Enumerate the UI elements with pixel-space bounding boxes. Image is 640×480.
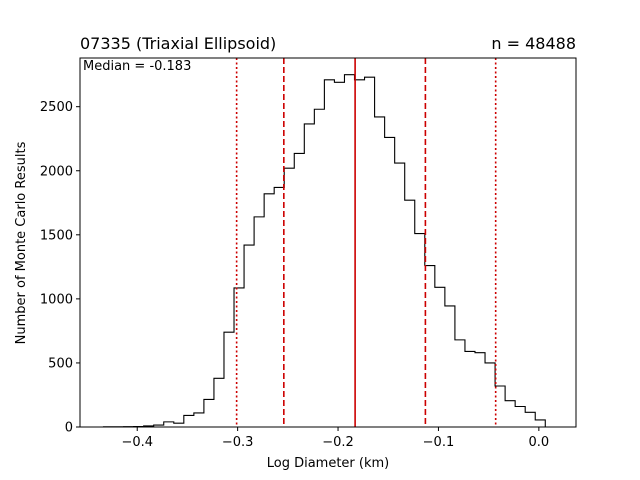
- histogram-bar: [505, 401, 515, 427]
- histogram-bar: [415, 234, 425, 427]
- histogram-bar: [425, 266, 435, 427]
- y-tick-label: 2000: [40, 164, 73, 179]
- histogram-bar: [174, 423, 184, 427]
- x-tick-label: −0.2: [322, 435, 354, 450]
- histogram-bar: [204, 399, 214, 427]
- sample-count: n = 48488: [491, 34, 576, 53]
- plot-area: [79, 57, 577, 428]
- median-annotation: Median = -0.183: [83, 59, 191, 74]
- histogram-bar: [405, 200, 415, 427]
- histogram-bar: [365, 77, 375, 427]
- histogram-bar: [224, 332, 234, 427]
- x-tick-label: −0.3: [222, 435, 254, 450]
- y-tick-label: 500: [48, 356, 73, 371]
- histogram-bar: [164, 422, 174, 427]
- axis-ticks: −0.4 −0.3 −0.2 −0.1 0.0 0 500 1000 1500 2000 2500: [40, 100, 549, 450]
- histogram-bar: [314, 109, 324, 427]
- x-axis-label: Log Diameter (km): [267, 456, 390, 471]
- histogram-bar: [304, 124, 314, 427]
- x-tick-label: 0.0: [529, 435, 550, 450]
- histogram-bar: [515, 407, 525, 428]
- histogram-bar: [284, 168, 294, 427]
- y-axis-label: Number of Monte Carlo Results: [14, 141, 29, 344]
- histogram-bar: [445, 306, 455, 427]
- histogram-bar: [274, 187, 284, 427]
- histogram-bar: [525, 412, 535, 427]
- axes-frame: [79, 57, 577, 428]
- histogram-bar: [264, 194, 274, 427]
- y-tick-label: 0: [65, 421, 73, 436]
- histogram-bar: [385, 137, 395, 427]
- histogram-bar: [535, 420, 545, 427]
- histogram-bar: [395, 163, 405, 427]
- histogram-bar: [194, 413, 204, 427]
- histogram-bar: [455, 340, 465, 427]
- histogram-bar: [184, 415, 194, 427]
- histogram-bar: [344, 75, 354, 427]
- histogram-bar: [485, 363, 495, 427]
- histogram-bar: [324, 80, 334, 427]
- histogram-bar: [495, 386, 505, 427]
- histogram-bar: [334, 82, 344, 427]
- y-tick-label: 1500: [40, 228, 73, 243]
- histogram-bar: [214, 378, 224, 427]
- histogram-bar: [465, 351, 475, 427]
- histogram-outline: [102, 74, 555, 428]
- histogram-bar: [355, 80, 365, 427]
- histogram-bar: [435, 287, 445, 427]
- histogram-bar: [475, 353, 485, 427]
- chart-title: 07335 (Triaxial Ellipsoid): [80, 34, 276, 53]
- y-tick-label: 2500: [40, 100, 73, 115]
- histogram-bar: [375, 117, 385, 427]
- y-tick-label: 1000: [40, 292, 73, 307]
- x-tick-label: −0.4: [121, 435, 153, 450]
- histogram-bar: [254, 217, 264, 427]
- histogram-bar: [234, 288, 244, 427]
- histogram-bar: [244, 245, 254, 427]
- x-tick-label: −0.1: [423, 435, 455, 450]
- histogram-bar: [294, 153, 304, 427]
